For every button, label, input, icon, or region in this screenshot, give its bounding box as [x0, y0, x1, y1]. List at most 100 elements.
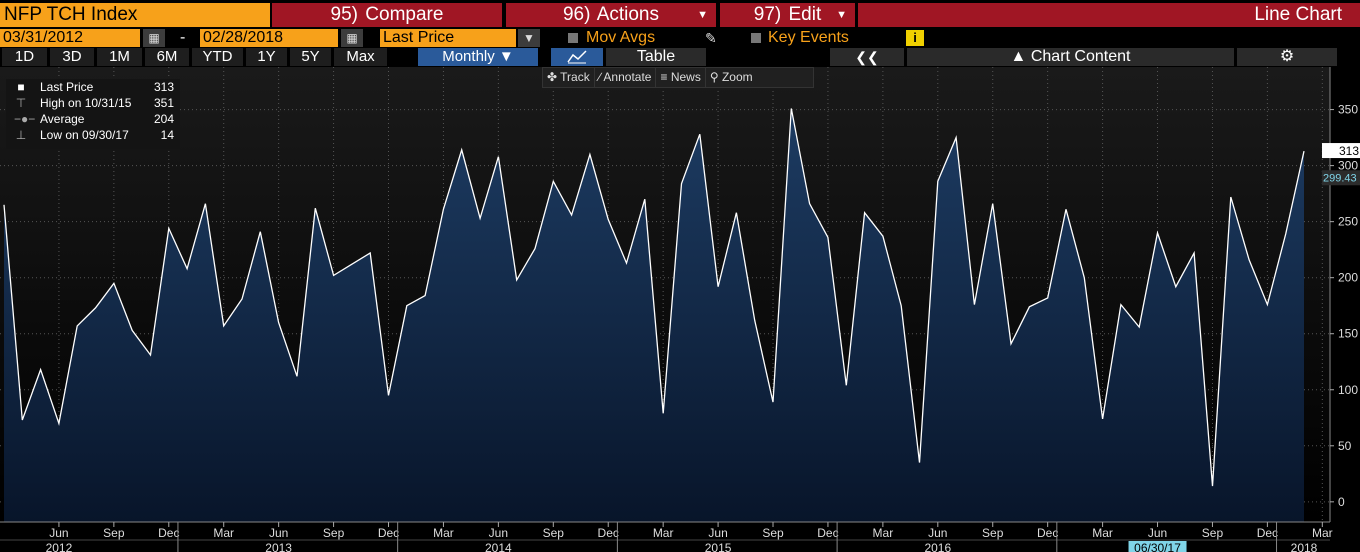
low-marker-icon: ⊥ — [15, 128, 27, 142]
edit-num: 97) — [753, 4, 782, 25]
key-events-checkbox[interactable] — [751, 33, 761, 43]
x-tick-label: Dec — [1257, 526, 1278, 540]
x-tick-label: Jun — [928, 526, 947, 540]
mov-avgs-checkbox[interactable] — [568, 33, 578, 43]
end-date-field[interactable]: 02/28/2018 — [200, 29, 338, 47]
period-6m[interactable]: 6M — [145, 48, 189, 66]
average-marker-icon: −●− — [14, 112, 36, 126]
year-label: 06/30/17 — [1134, 541, 1181, 552]
year-label: 2015 — [705, 541, 732, 552]
x-tick-label: Sep — [1202, 526, 1224, 540]
last-value-box — [1322, 143, 1360, 159]
start-calendar-icon[interactable]: ▦ — [143, 29, 165, 47]
x-tick-label: Dec — [158, 526, 179, 540]
field-dropdown-icon[interactable]: ▼ — [518, 29, 540, 47]
chart-content-button[interactable]: ▲ Chart Content — [907, 48, 1234, 66]
collapse-icon[interactable]: ❮❮ — [830, 48, 904, 66]
x-tick-label: Sep — [543, 526, 565, 540]
period-5y[interactable]: 5Y — [290, 48, 331, 66]
chart-type-label: Line Chart — [858, 3, 1360, 27]
end-calendar-icon[interactable]: ▦ — [341, 29, 363, 47]
x-tick-label: Sep — [103, 526, 125, 540]
actions-label: Actions — [596, 4, 659, 25]
y-tick-label: 300 — [1338, 159, 1358, 173]
frequency-select[interactable]: Monthly ▼ — [418, 48, 538, 66]
compare-label: Compare — [365, 4, 444, 25]
chart-content-icon: ▲ — [1010, 48, 1027, 65]
x-tick-label: Mar — [653, 526, 674, 540]
year-label: 2018 — [1291, 541, 1318, 552]
year-label: 2013 — [265, 541, 292, 552]
legend-high[interactable]: ⊤ High on 10/31/15 351 — [15, 96, 174, 110]
x-tick-label: Mar — [213, 526, 234, 540]
x-tick-label: Mar — [873, 526, 894, 540]
line-chart-view-icon[interactable] — [551, 48, 603, 66]
x-tick-label: Mar — [1092, 526, 1113, 540]
y-tick-label: 150 — [1338, 327, 1358, 341]
actions-caret-icon: ▼ — [697, 9, 708, 21]
edit-button[interactable]: 97) Edit ▼ — [720, 3, 855, 27]
year-label: 2014 — [485, 541, 512, 552]
year-label: 2012 — [46, 541, 73, 552]
mov-avgs-label: Mov Avgs — [586, 29, 656, 46]
x-tick-label: Dec — [817, 526, 838, 540]
settings-gear-icon[interactable]: ⚙ — [1237, 48, 1337, 66]
ref-value-label: 299.43 — [1323, 172, 1357, 184]
period-1y[interactable]: 1Y — [246, 48, 287, 66]
last-value-label: 313 — [1339, 144, 1359, 158]
x-tick-label: Mar — [1312, 526, 1333, 540]
info-icon[interactable]: i — [906, 30, 924, 46]
period-3d[interactable]: 3D — [50, 48, 94, 66]
y-tick-label: 50 — [1338, 439, 1352, 453]
track-tool[interactable]: ✤ Track — [543, 68, 595, 87]
legend-low[interactable]: ⊥ Low on 09/30/17 14 — [15, 128, 174, 142]
x-tick-label: Sep — [982, 526, 1004, 540]
ref-value-box — [1322, 170, 1360, 186]
x-tick-label: Jun — [708, 526, 727, 540]
key-events-label: Key Events — [768, 29, 849, 46]
y-tick-label: 350 — [1338, 103, 1358, 117]
chart-content-label: Chart Content — [1030, 48, 1131, 65]
news-tool[interactable]: ≡ News — [656, 68, 706, 87]
compare-button[interactable]: 95) Compare — [272, 3, 502, 27]
edit-label: Edit — [788, 4, 822, 25]
period-ytd[interactable]: YTD — [192, 48, 243, 66]
x-tick-label: Dec — [1037, 526, 1058, 540]
table-view-button[interactable]: Table — [606, 48, 706, 66]
pencil-icon[interactable]: ✎ — [705, 30, 717, 46]
legend-last-price[interactable]: ■ Last Price 313 — [6, 79, 180, 95]
y-tick-label: 100 — [1338, 383, 1358, 397]
legend-average[interactable]: −●− Average 204 — [14, 112, 174, 126]
ticker-field[interactable]: NFP TCH Index — [0, 3, 270, 27]
high-marker-icon: ⊤ — [15, 96, 27, 110]
field-select[interactable]: Last Price — [380, 29, 516, 47]
start-date-field[interactable]: 03/31/2012 — [0, 29, 140, 47]
x-tick-label: Jun — [49, 526, 68, 540]
year-highlight-box — [1128, 541, 1187, 552]
actions-button[interactable]: 96) Actions ▼ — [506, 3, 716, 27]
date-separator: - — [180, 29, 186, 46]
chart-legend: ■ Last Price 313 ⊤ High on 10/31/15 351 … — [6, 79, 180, 149]
zoom-tool[interactable]: ⚲ Zoom — [709, 70, 753, 84]
y-tick-label: 200 — [1338, 271, 1358, 285]
actions-num: 96) — [562, 4, 591, 25]
compare-num: 95) — [330, 4, 359, 25]
price-line — [3, 108, 1305, 487]
x-tick-label: Jun — [269, 526, 288, 540]
frequency-label: Monthly — [442, 48, 495, 65]
x-tick-label: Dec — [378, 526, 399, 540]
x-tick-label: Jun — [489, 526, 508, 540]
period-1d[interactable]: 1D — [2, 48, 47, 66]
y-tick-label: 0 — [1338, 495, 1345, 509]
period-1m[interactable]: 1M — [97, 48, 142, 66]
period-max[interactable]: Max — [334, 48, 387, 66]
x-tick-label: Sep — [762, 526, 784, 540]
annotate-tool[interactable]: ∕ Annotate — [595, 68, 657, 87]
last-price-swatch-icon: ■ — [17, 80, 25, 94]
x-tick-label: Jun — [1148, 526, 1167, 540]
frequency-caret-icon: ▼ — [498, 48, 514, 65]
edit-caret-icon: ▼ — [836, 9, 847, 21]
price-chart: 0 50 100 150 200 250 300 350 313 299.43 Jun Sep Dec M… — [0, 67, 1360, 552]
price-area — [4, 108, 1304, 522]
x-tick-label: Dec — [598, 526, 619, 540]
